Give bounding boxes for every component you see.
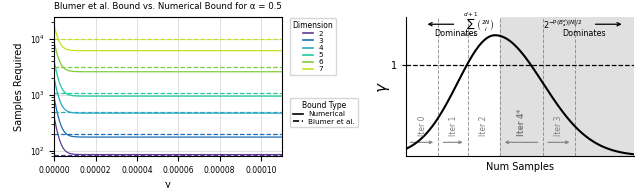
Bar [500,17,634,156]
X-axis label: Num Samples: Num Samples [486,162,554,172]
Text: Dominates: Dominates [562,29,605,38]
Text: Iter 2: Iter 2 [479,116,488,136]
X-axis label: γ: γ [165,180,171,188]
Text: $\sum_{i=1}^{d+1} \binom{2N}{i}$: $\sum_{i=1}^{d+1} \binom{2N}{i}$ [463,10,495,39]
Y-axis label: γ: γ [374,82,388,91]
Text: $2^{-\mathrm{P}(B_a^d)|N|/2}$: $2^{-\mathrm{P}(B_a^d)|N|/2}$ [543,17,582,31]
Y-axis label: Samples Required: Samples Required [14,42,24,131]
Text: Dominates: Dominates [435,29,478,38]
Text: Iter 3: Iter 3 [554,115,563,136]
Legend: Numerical, Blumer et al.: Numerical, Blumer et al. [290,99,358,127]
Title: Blumer et al. Bound vs. Numerical Bound for α = 0.5: Blumer et al. Bound vs. Numerical Bound … [54,2,282,11]
Text: Iter 4*: Iter 4* [516,109,525,136]
Text: Iter 0: Iter 0 [418,115,427,136]
Text: Iter 1: Iter 1 [449,116,458,136]
